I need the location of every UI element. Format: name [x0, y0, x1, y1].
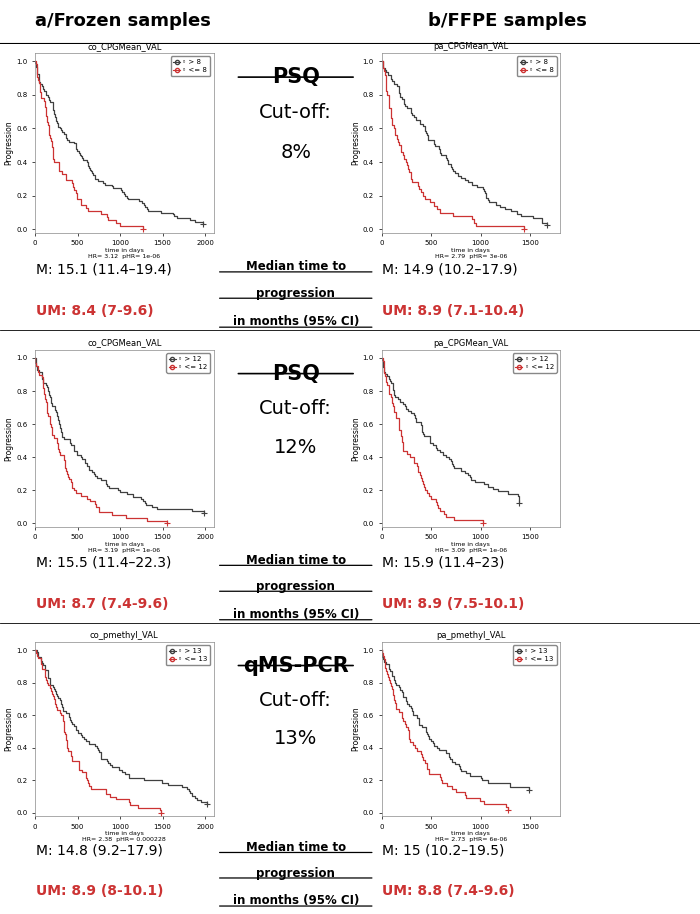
Text: Cut-off:: Cut-off:: [260, 103, 332, 122]
X-axis label: time in days
HR= 3.09  pHR= 1e-06: time in days HR= 3.09 pHR= 1e-06: [435, 542, 507, 553]
Text: PSQ: PSQ: [272, 364, 320, 384]
Text: Cut-off:: Cut-off:: [260, 399, 332, 419]
Text: M: 15.1 (11.4–19.4): M: 15.1 (11.4–19.4): [36, 262, 172, 276]
Title: co_CPGMean_VAL: co_CPGMean_VAL: [87, 42, 162, 50]
Legend: ◦ > 13, ◦ <= 13: ◦ > 13, ◦ <= 13: [512, 645, 556, 665]
Text: a/Frozen samples: a/Frozen samples: [34, 12, 211, 30]
Text: M: 15.9 (11.4–23): M: 15.9 (11.4–23): [382, 556, 505, 569]
Text: M: 15 (10.2–19.5): M: 15 (10.2–19.5): [382, 843, 505, 857]
Text: Cut-off:: Cut-off:: [260, 691, 332, 710]
Text: PSQ: PSQ: [272, 68, 320, 87]
X-axis label: time in days
HR= 3.12  pHR= 1e-06: time in days HR= 3.12 pHR= 1e-06: [88, 248, 160, 259]
Text: 12%: 12%: [274, 438, 317, 457]
Y-axis label: Progression: Progression: [4, 707, 13, 751]
Text: Median time to: Median time to: [246, 554, 346, 567]
Text: M: 14.8 (9.2–17.9): M: 14.8 (9.2–17.9): [36, 843, 162, 857]
Text: b/FFPE samples: b/FFPE samples: [428, 12, 587, 30]
X-axis label: time in days
HR= 2.38  pHR= 0.000228: time in days HR= 2.38 pHR= 0.000228: [83, 831, 166, 842]
X-axis label: time in days
HR= 3.19  pHR= 1e-06: time in days HR= 3.19 pHR= 1e-06: [88, 542, 160, 553]
Legend: ◦ > 13, ◦ <= 13: ◦ > 13, ◦ <= 13: [166, 645, 210, 665]
Text: progression: progression: [256, 866, 335, 880]
Title: co_CPGMean_VAL: co_CPGMean_VAL: [87, 338, 162, 347]
Text: UM: 8.4 (7-9.6): UM: 8.4 (7-9.6): [36, 304, 153, 318]
Text: in months (95% CI): in months (95% CI): [232, 315, 359, 328]
Text: in months (95% CI): in months (95% CI): [232, 894, 359, 907]
X-axis label: time in days
HR= 2.73  pHR= 6e-06: time in days HR= 2.73 pHR= 6e-06: [435, 831, 507, 842]
X-axis label: time in days
HR= 2.79  pHR= 3e-06: time in days HR= 2.79 pHR= 3e-06: [435, 248, 507, 259]
Text: UM: 8.9 (8-10.1): UM: 8.9 (8-10.1): [36, 884, 163, 898]
Text: UM: 8.7 (7.4-9.6): UM: 8.7 (7.4-9.6): [36, 598, 168, 611]
Legend: ◦ > 12, ◦ <= 12: ◦ > 12, ◦ <= 12: [166, 353, 210, 373]
Legend: ◦ > 8, ◦ <= 8: ◦ > 8, ◦ <= 8: [171, 57, 210, 76]
Y-axis label: Progression: Progression: [351, 707, 360, 751]
Text: UM: 8.8 (7.4-9.6): UM: 8.8 (7.4-9.6): [382, 884, 515, 898]
Legend: ◦ > 12, ◦ <= 12: ◦ > 12, ◦ <= 12: [512, 353, 556, 373]
Y-axis label: Progression: Progression: [4, 416, 13, 461]
Text: progression: progression: [256, 287, 335, 300]
Title: pa_CPGMean_VAL: pa_CPGMean_VAL: [433, 42, 508, 50]
Y-axis label: Progression: Progression: [351, 121, 360, 165]
Text: in months (95% CI): in months (95% CI): [232, 608, 359, 621]
Y-axis label: Progression: Progression: [4, 121, 13, 165]
Title: pa_CPGMean_VAL: pa_CPGMean_VAL: [433, 338, 508, 347]
Text: progression: progression: [256, 580, 335, 593]
Legend: ◦ > 8, ◦ <= 8: ◦ > 8, ◦ <= 8: [517, 57, 556, 76]
Title: co_pmethyl_VAL: co_pmethyl_VAL: [90, 631, 159, 640]
Text: 8%: 8%: [280, 143, 312, 162]
Text: Median time to: Median time to: [246, 260, 346, 273]
Text: M: 15.5 (11.4–22.3): M: 15.5 (11.4–22.3): [36, 556, 171, 569]
Title: pa_pmethyl_VAL: pa_pmethyl_VAL: [436, 631, 505, 640]
Text: Median time to: Median time to: [246, 842, 346, 855]
Text: qMS-PCR: qMS-PCR: [243, 656, 349, 676]
Text: UM: 8.9 (7.1-10.4): UM: 8.9 (7.1-10.4): [382, 304, 525, 318]
Text: 13%: 13%: [274, 729, 317, 749]
Text: UM: 8.9 (7.5-10.1): UM: 8.9 (7.5-10.1): [382, 598, 525, 611]
Y-axis label: Progression: Progression: [351, 416, 360, 461]
Text: M: 14.9 (10.2–17.9): M: 14.9 (10.2–17.9): [382, 262, 518, 276]
